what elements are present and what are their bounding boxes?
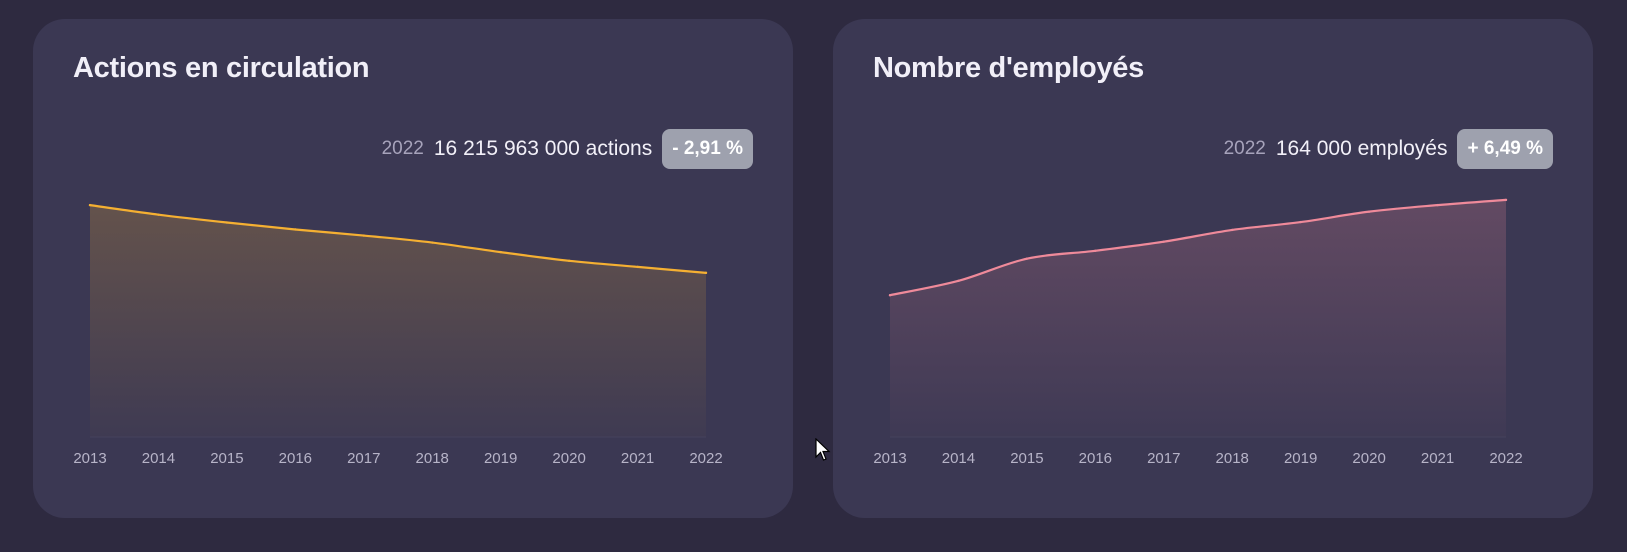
latest-stat: 2022 16 215 963 000 actions - 2,91 % [382,129,753,169]
x-tick-label: 2017 [1147,450,1180,467]
stat-value: 16 215 963 000 actions [433,137,653,160]
series-line [88,204,708,274]
data-point [1504,198,1508,202]
x-tick-label: 2014 [942,450,975,467]
employees-area-chart: 2013 2014 2015 2016 2017 2018 2019 2020 2021 2022 [873,198,1523,467]
data-point [1367,210,1371,213]
data-point [1094,249,1097,253]
data-point [957,279,960,283]
x-tick-label: 2020 [552,450,585,467]
area-fill [890,199,1506,437]
x-tick-label: 2022 [689,450,722,467]
data-point [1299,220,1302,224]
x-tick-label: 2020 [1352,450,1385,467]
data-point [888,293,892,297]
shares-outstanding-panel: Actions en circulation 2022 16 215 963 0… [33,19,793,518]
x-tick-label: 2018 [416,450,449,467]
change-badge: - 2,91 % [662,129,753,169]
data-point [294,228,297,231]
data-point [225,221,229,224]
data-point [431,241,434,244]
stat-year: 2022 [1223,138,1266,159]
stat-year: 2022 [381,138,424,159]
latest-stat: 2022 164 000 employés + 6,49 % [1224,129,1553,169]
series-line [888,198,1508,297]
employees-panel: Nombre d'employés 2022 164 000 employés … [833,19,1593,518]
x-tick-label: 2019 [484,450,517,467]
x-tick-label: 2016 [1079,450,1112,467]
x-tick-label: 2013 [73,450,106,467]
data-point [88,203,92,207]
data-point [1025,257,1029,260]
chart-title: Nombre d'employés [873,52,1144,84]
x-tick-label: 2016 [279,450,312,467]
x-tick-label: 2018 [1216,450,1249,467]
data-point [362,234,365,237]
x-tick-label: 2013 [873,450,906,467]
x-tick-label: 2014 [142,450,175,467]
x-tick-label: 2019 [1284,450,1317,467]
mouse-cursor-icon [815,438,831,461]
data-point [567,259,571,263]
data-point [499,250,502,254]
data-point [1162,240,1165,243]
data-point [1436,203,1439,207]
data-point [157,213,160,216]
x-tick-label: 2022 [1489,450,1522,467]
data-point [636,265,639,269]
chart-title: Actions en circulation [73,52,370,84]
area-fill [90,205,706,437]
data-point [1231,228,1234,232]
x-tick-label: 2021 [621,450,654,467]
shares-area-chart: 2013 2014 2015 2016 2017 2018 2019 2020 2021 2022 [73,203,723,467]
data-point [704,271,708,275]
x-tick-label: 2021 [1421,450,1454,467]
x-tick-label: 2015 [1010,450,1043,467]
x-tick-label: 2017 [347,450,380,467]
x-tick-label: 2015 [210,450,243,467]
stat-value: 164 000 employés [1275,137,1448,160]
change-badge: + 6,49 % [1457,129,1553,169]
